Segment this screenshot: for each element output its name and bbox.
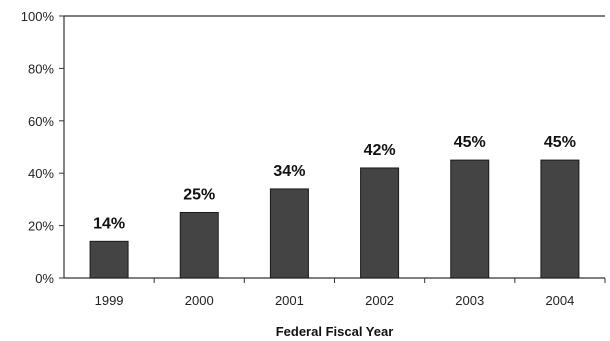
bar [450, 159, 490, 279]
y-tick-label: 60% [28, 114, 54, 129]
x-tick-label: 2001 [275, 293, 304, 308]
x-tick-label: 2004 [545, 293, 574, 308]
x-axis: 1999 2000 2001 2002 2003 2004 [95, 278, 606, 308]
x-tick-label: 2000 [185, 293, 214, 308]
data-label: 45% [544, 134, 576, 151]
y-tick-label: 20% [28, 219, 54, 234]
plot-area [63, 15, 605, 279]
bar [269, 188, 309, 279]
x-tick-label: 1999 [95, 293, 124, 308]
bar [360, 167, 400, 279]
bar [179, 212, 219, 279]
y-tick-label: 80% [28, 61, 54, 76]
bar-series: 14% 25% 34% 42% 45% 45% [89, 134, 580, 279]
x-tick-label: 2003 [455, 293, 484, 308]
x-tick-label: 2002 [365, 293, 394, 308]
bar [540, 159, 580, 279]
data-label: 25% [183, 187, 215, 204]
data-label: 34% [273, 163, 305, 180]
data-label: 14% [93, 215, 125, 232]
x-axis-title: Federal Fiscal Year [276, 324, 394, 339]
y-tick-label: 100% [21, 9, 55, 24]
bar [89, 240, 129, 279]
data-label: 45% [454, 134, 486, 151]
y-tick-label: 40% [28, 166, 54, 181]
y-axis: 0% 20% 40% 60% 80% 100% [21, 9, 64, 286]
data-label: 42% [364, 142, 396, 159]
y-tick-label: 0% [35, 271, 54, 286]
